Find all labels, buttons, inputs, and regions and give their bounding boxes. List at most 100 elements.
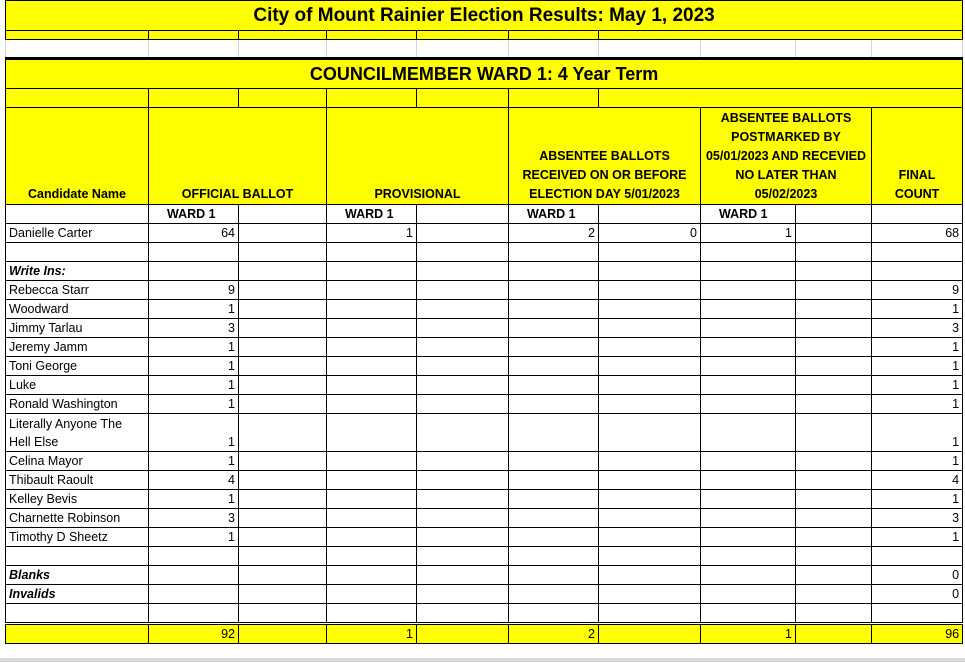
cell[interactable] xyxy=(326,299,417,319)
candidate-name[interactable]: Luke xyxy=(5,375,149,395)
cell[interactable] xyxy=(795,261,872,281)
cell[interactable] xyxy=(870,204,964,224)
cell[interactable] xyxy=(598,470,701,490)
cell[interactable] xyxy=(148,30,239,40)
cell[interactable] xyxy=(700,546,796,566)
cell[interactable] xyxy=(326,88,417,108)
cell[interactable] xyxy=(700,375,796,395)
cell[interactable] xyxy=(598,299,701,319)
candidate-name[interactable]: Thibault Raoult xyxy=(5,470,149,490)
candidate-name[interactable]: Toni George xyxy=(5,356,149,376)
write-ins-label[interactable]: Write Ins: xyxy=(5,261,149,281)
total-absentee-after[interactable]: 1 xyxy=(700,622,796,644)
cell[interactable] xyxy=(326,565,417,585)
cell[interactable] xyxy=(700,584,796,604)
header-official[interactable]: OFFICIAL BALLOT xyxy=(148,107,327,205)
cell[interactable] xyxy=(508,375,599,395)
cell[interactable] xyxy=(416,223,509,243)
cell[interactable] xyxy=(326,546,417,566)
cell[interactable] xyxy=(795,603,872,624)
cell[interactable] xyxy=(508,242,599,262)
cell[interactable] xyxy=(598,39,701,59)
cell[interactable] xyxy=(238,508,327,528)
cell[interactable] xyxy=(238,527,327,547)
cell[interactable] xyxy=(508,394,599,414)
cell[interactable] xyxy=(238,337,327,357)
cell[interactable] xyxy=(5,39,149,59)
candidate-name[interactable]: Timothy D Sheetz xyxy=(5,527,149,547)
final-count[interactable]: 1 xyxy=(870,413,964,452)
official-count[interactable]: 1 xyxy=(148,489,239,509)
cell[interactable] xyxy=(508,546,599,566)
cell[interactable] xyxy=(326,356,417,376)
cell[interactable] xyxy=(148,565,239,585)
cell[interactable] xyxy=(5,88,149,108)
cell[interactable] xyxy=(795,318,872,338)
cell[interactable] xyxy=(148,88,239,108)
cell[interactable] xyxy=(700,337,796,357)
cell[interactable] xyxy=(238,603,327,624)
cell[interactable] xyxy=(700,261,796,281)
final-count[interactable]: 3 xyxy=(870,508,964,528)
candidate-name[interactable]: Rebecca Starr xyxy=(5,280,149,300)
cell[interactable] xyxy=(508,413,599,452)
cell[interactable] xyxy=(326,280,417,300)
final-count[interactable]: 1 xyxy=(870,451,964,471)
final-count[interactable]: 1 xyxy=(870,489,964,509)
cell[interactable] xyxy=(148,261,239,281)
cell[interactable] xyxy=(795,394,872,414)
cell[interactable] xyxy=(416,375,509,395)
cell[interactable] xyxy=(326,30,417,40)
cell[interactable] xyxy=(508,280,599,300)
race-title[interactable]: COUNCILMEMBER WARD 1: 4 Year Term xyxy=(4,57,964,89)
cell[interactable] xyxy=(416,261,509,281)
cell[interactable] xyxy=(598,451,701,471)
cell[interactable] xyxy=(700,356,796,376)
cell[interactable] xyxy=(598,584,701,604)
cell[interactable] xyxy=(238,280,327,300)
final-count[interactable]: 1 xyxy=(870,299,964,319)
cell[interactable] xyxy=(416,88,509,108)
candidate-name[interactable]: Kelley Bevis xyxy=(5,489,149,509)
cell[interactable] xyxy=(5,622,149,644)
cell[interactable] xyxy=(870,261,964,281)
cell[interactable] xyxy=(5,242,149,262)
cell[interactable] xyxy=(238,30,327,40)
cell[interactable] xyxy=(238,375,327,395)
cell[interactable] xyxy=(5,30,149,40)
final-count[interactable]: 1 xyxy=(870,356,964,376)
cell[interactable] xyxy=(416,204,509,224)
candidate-name[interactable]: Celina Mayor xyxy=(5,451,149,471)
cell[interactable] xyxy=(238,584,327,604)
cell[interactable] xyxy=(416,470,509,490)
cell[interactable] xyxy=(700,565,796,585)
cell[interactable] xyxy=(416,546,509,566)
header-provisional[interactable]: PROVISIONAL xyxy=(326,107,509,205)
final-count[interactable]: 68 xyxy=(870,223,964,243)
cell[interactable] xyxy=(795,546,872,566)
cell[interactable] xyxy=(870,546,964,566)
official-count[interactable]: 1 xyxy=(148,527,239,547)
final-count[interactable]: 0 xyxy=(870,565,964,585)
cell[interactable] xyxy=(5,546,149,566)
cell[interactable] xyxy=(598,394,701,414)
absentee-before-count-b[interactable]: 0 xyxy=(598,223,701,243)
candidate-name[interactable]: Charnette Robinson xyxy=(5,508,149,528)
cell[interactable] xyxy=(326,451,417,471)
final-count[interactable]: 3 xyxy=(870,318,964,338)
cell[interactable] xyxy=(700,413,796,452)
cell[interactable] xyxy=(508,603,599,624)
cell[interactable] xyxy=(416,394,509,414)
cell[interactable] xyxy=(795,356,872,376)
cell[interactable] xyxy=(326,470,417,490)
candidate-name[interactable]: Ronald Washington xyxy=(5,394,149,414)
candidate-name[interactable]: Literally Anyone The Hell Else xyxy=(5,413,149,452)
cell[interactable] xyxy=(508,489,599,509)
cell[interactable] xyxy=(598,603,701,624)
cell[interactable] xyxy=(598,508,701,528)
final-count[interactable]: 1 xyxy=(870,337,964,357)
cell[interactable] xyxy=(238,546,327,566)
final-count[interactable]: 0 xyxy=(870,584,964,604)
cell[interactable] xyxy=(795,470,872,490)
cell[interactable] xyxy=(795,508,872,528)
